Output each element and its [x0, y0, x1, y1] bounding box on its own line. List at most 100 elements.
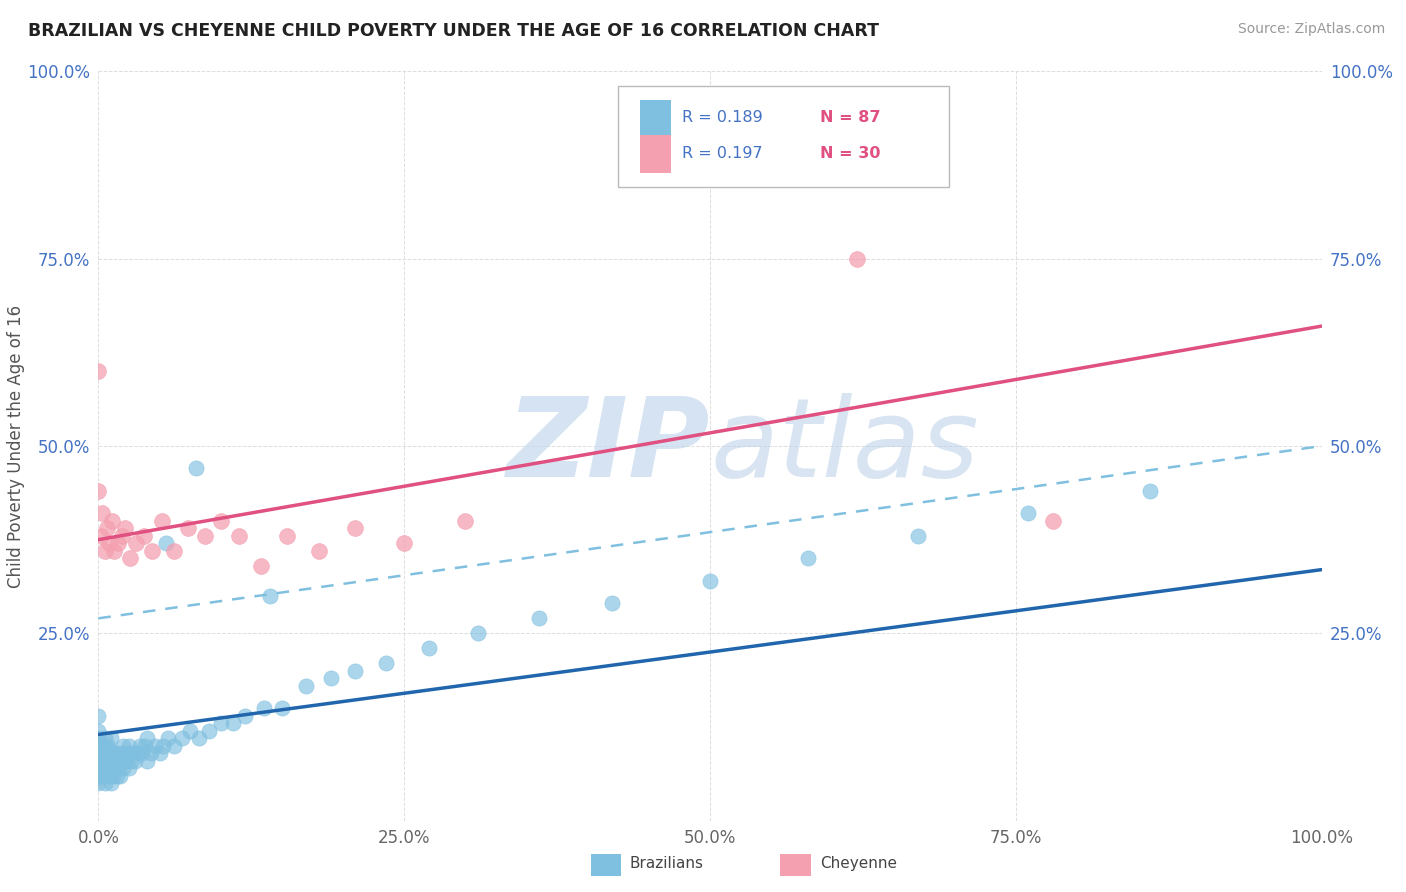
Point: [91, 746, 114, 760]
Point: [344, 664, 367, 678]
Point: [87, 769, 110, 783]
Point: [93, 754, 115, 768]
Point: [91, 761, 114, 775]
Point: [797, 551, 820, 566]
Point: [110, 769, 132, 783]
Point: [100, 776, 122, 790]
Point: [194, 529, 217, 543]
Point: [233, 708, 256, 723]
Point: [108, 754, 131, 768]
Point: [115, 746, 138, 760]
Point: [96, 521, 118, 535]
Point: [93, 776, 115, 790]
Point: [127, 746, 149, 760]
Point: [91, 769, 114, 783]
Point: [93, 544, 115, 558]
Point: [111, 761, 134, 775]
Text: N = 30: N = 30: [820, 145, 880, 161]
Point: [527, 611, 550, 625]
Point: [177, 521, 200, 535]
Point: [121, 746, 143, 760]
Point: [94, 761, 117, 775]
Point: [96, 746, 118, 760]
Point: [1042, 514, 1064, 528]
Point: [100, 754, 122, 768]
Point: [152, 739, 174, 753]
Point: [87, 739, 110, 753]
Point: [124, 754, 146, 768]
Point: [1139, 483, 1161, 498]
Point: [125, 536, 148, 550]
Point: [87, 776, 110, 790]
Text: N = 87: N = 87: [820, 111, 880, 125]
Point: [467, 626, 489, 640]
Point: [197, 723, 219, 738]
Point: [114, 521, 136, 535]
Text: BRAZILIAN VS CHEYENNE CHILD POVERTY UNDER THE AGE OF 16 CORRELATION CHART: BRAZILIAN VS CHEYENNE CHILD POVERTY UNDE…: [28, 22, 879, 40]
Point: [131, 746, 153, 760]
Text: Brazilians: Brazilians: [630, 856, 704, 871]
Point: [141, 544, 163, 558]
Point: [103, 761, 125, 775]
Point: [98, 754, 121, 768]
Point: [118, 739, 141, 753]
Text: Cheyenne: Cheyenne: [820, 856, 897, 871]
Point: [179, 723, 201, 738]
Point: [111, 529, 134, 543]
Point: [308, 544, 330, 558]
Point: [136, 731, 159, 746]
FancyBboxPatch shape: [619, 87, 949, 187]
Point: [157, 731, 180, 746]
Point: [89, 769, 111, 783]
Point: [107, 761, 129, 775]
Point: [97, 739, 120, 753]
Point: [98, 536, 121, 550]
Text: ZIP: ZIP: [506, 392, 710, 500]
Point: [101, 769, 124, 783]
Point: [228, 529, 250, 543]
Point: [105, 746, 128, 760]
Point: [90, 761, 112, 775]
Point: [295, 679, 318, 693]
Point: [93, 731, 115, 746]
Point: [87, 754, 110, 768]
Point: [134, 739, 156, 753]
Point: [143, 739, 166, 753]
Point: [149, 746, 172, 760]
Point: [392, 536, 416, 550]
FancyBboxPatch shape: [640, 135, 671, 172]
Point: [907, 529, 929, 543]
Point: [186, 461, 208, 475]
Point: [87, 708, 110, 723]
Point: [100, 731, 122, 746]
Point: [276, 529, 298, 543]
Point: [252, 701, 274, 715]
Point: [454, 514, 477, 528]
Point: [259, 589, 281, 603]
Point: [87, 723, 110, 738]
Point: [91, 739, 114, 753]
Point: [170, 731, 193, 746]
Point: [118, 761, 141, 775]
Point: [270, 701, 294, 715]
Point: [103, 544, 125, 558]
Point: [187, 731, 209, 746]
Point: [91, 507, 114, 521]
Point: [98, 769, 121, 783]
Text: R = 0.197: R = 0.197: [682, 145, 762, 161]
Point: [94, 739, 117, 753]
Point: [845, 252, 868, 266]
Point: [155, 536, 177, 550]
Point: [344, 521, 367, 535]
Point: [105, 769, 128, 783]
Y-axis label: Child Poverty Under the Age of 16: Child Poverty Under the Age of 16: [7, 304, 25, 588]
Point: [699, 574, 721, 588]
Point: [150, 514, 173, 528]
Point: [101, 746, 124, 760]
Point: [107, 536, 129, 550]
Point: [129, 739, 152, 753]
Point: [87, 731, 110, 746]
Text: atlas: atlas: [710, 392, 979, 500]
Point: [101, 761, 124, 775]
Point: [209, 514, 232, 528]
